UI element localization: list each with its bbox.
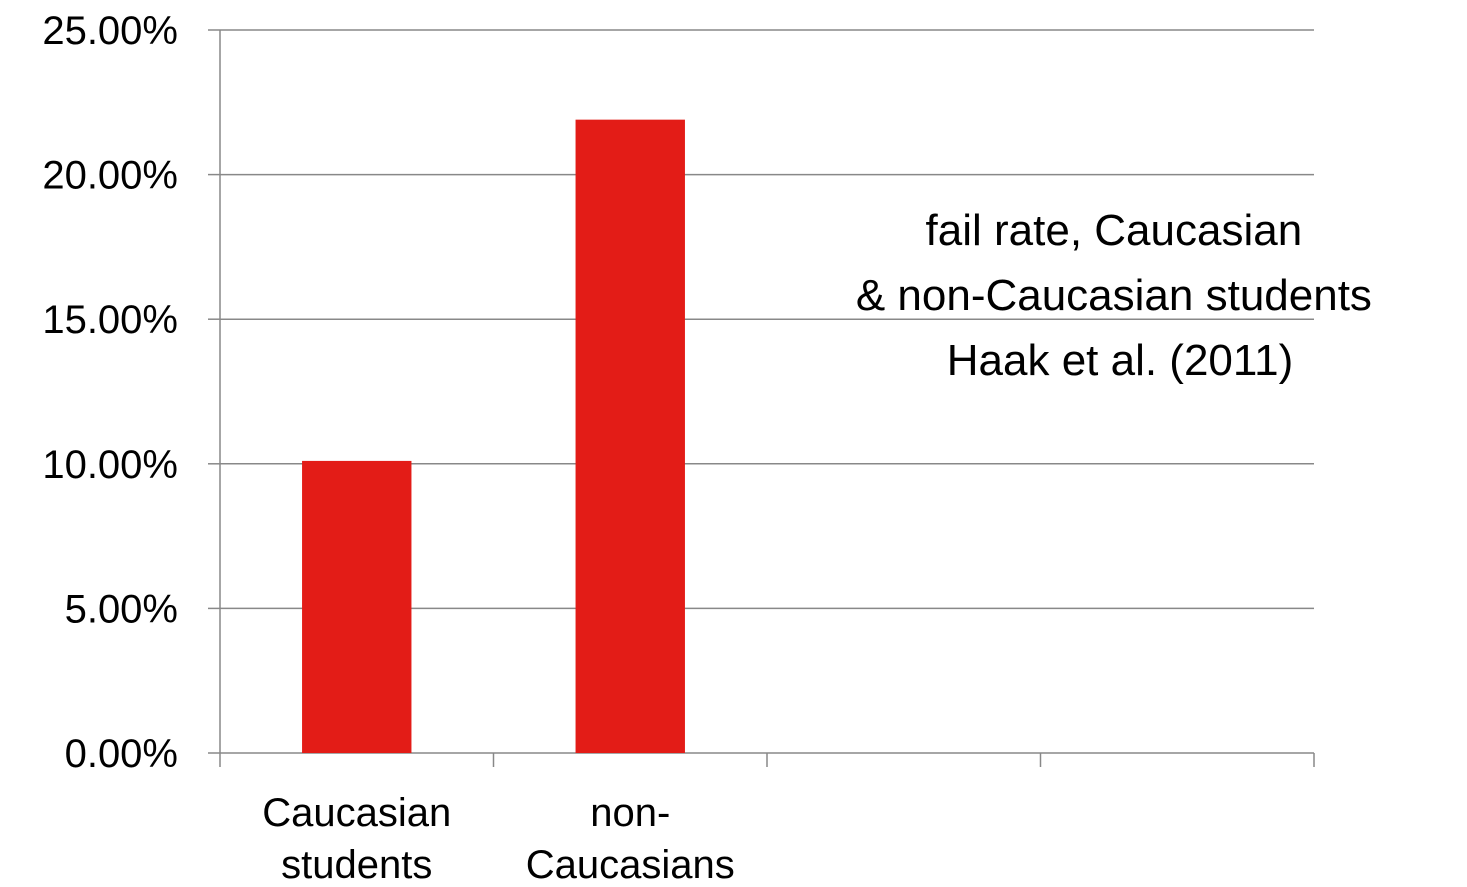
y-tick-label: 5.00%: [65, 587, 178, 631]
x-tick-label: non-: [590, 791, 670, 835]
x-tick-labels: Caucasian students non- Caucasians: [262, 791, 735, 887]
annotation-line-1: fail rate, Caucasian: [926, 206, 1303, 255]
annotation-line-3: Haak et al. (2011): [947, 336, 1293, 385]
y-tick-label: 10.00%: [42, 443, 178, 487]
bars: [302, 119, 685, 754]
x-tick-label: Caucasian: [262, 791, 451, 835]
y-tick-label: 0.00%: [65, 732, 178, 776]
x-tick-label: Caucasians: [526, 843, 735, 887]
chart-annotation: fail rate, Caucasian & non-Caucasian stu…: [856, 206, 1384, 385]
annotation-line-2: & non-Caucasian students: [856, 271, 1372, 320]
y-tick-label: 20.00%: [42, 154, 178, 198]
y-tick-label: 15.00%: [42, 298, 178, 342]
bar: [302, 460, 412, 753]
y-tick-labels: 0.00% 5.00% 10.00% 15.00% 20.00% 25.00%: [42, 9, 178, 776]
bar: [575, 119, 685, 754]
y-tick-label: 25.00%: [42, 9, 178, 53]
x-tick-label: students: [281, 843, 432, 887]
